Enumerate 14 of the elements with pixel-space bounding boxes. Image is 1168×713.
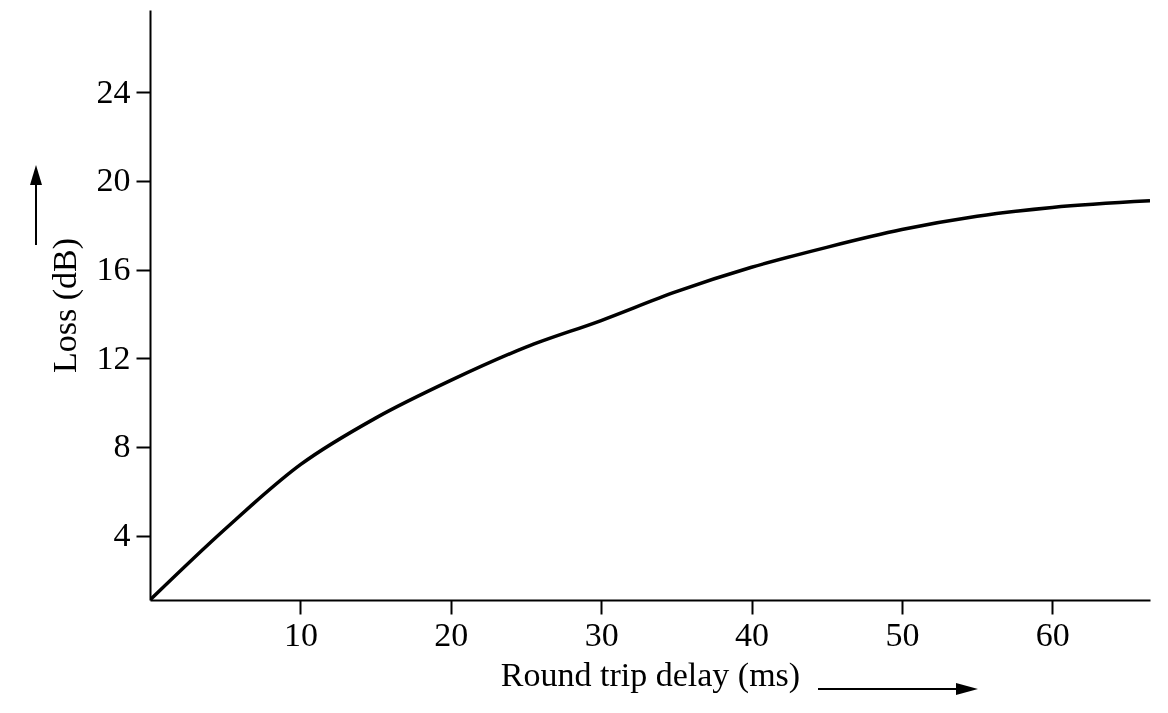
y-axis-title: Loss (dB) [45,237,84,374]
x-tick-label: 20 [434,615,469,653]
x-tick-label: 40 [735,615,769,653]
x-tick-label: 50 [885,615,920,653]
y-tick-label: 4 [113,516,131,554]
y-tick-label: 16 [96,250,131,288]
y-tick-label: 12 [96,338,131,376]
x-axis-title: Round trip delay (ms) [500,655,801,694]
x-tick-label: 60 [1035,615,1070,653]
y-tick-label: 20 [96,161,131,199]
y-tick-label: 8 [113,427,131,465]
x-tick-label: 10 [283,615,318,653]
y-tick-label: 24 [96,72,131,110]
x-tick-label: 30 [584,615,619,653]
